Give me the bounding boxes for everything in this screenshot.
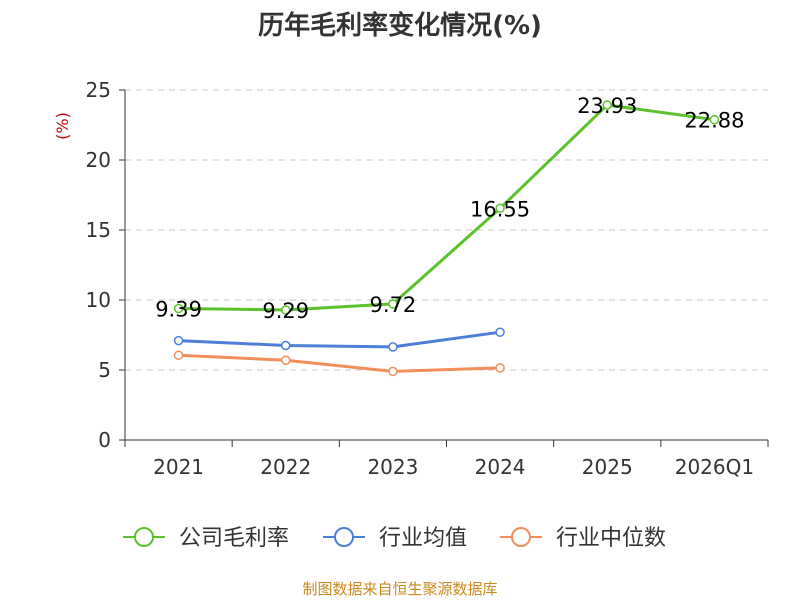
x-tick-label: 2026Q1 <box>675 455 754 479</box>
y-tick-label: 20 <box>86 148 111 172</box>
data-point <box>388 299 398 309</box>
legend-label: 公司毛利率 <box>179 526 289 551</box>
legend: 公司毛利率 行业均值 行业中位数 <box>123 526 666 551</box>
y-tick-label: 15 <box>86 218 111 242</box>
data-label: 9.39 <box>155 298 202 322</box>
x-tick-label: 2025 <box>582 455 633 479</box>
y-tick-label: 0 <box>98 428 111 452</box>
legend-label: 行业中位数 <box>556 526 666 551</box>
data-label: 16.55 <box>470 197 530 221</box>
data-point <box>281 305 291 315</box>
grid-lines <box>125 89 768 371</box>
data-label: 9.29 <box>262 299 309 323</box>
data-point <box>281 355 291 365</box>
x-tick-label: 2022 <box>260 455 311 479</box>
x-tick-label: 2021 <box>153 455 204 479</box>
series-line <box>178 330 501 349</box>
data-label: 22.88 <box>684 109 744 133</box>
data-point <box>602 100 612 110</box>
data-point <box>495 203 505 214</box>
source-note: 制图数据来自恒生聚源数据库 <box>302 580 497 598</box>
legend-marker <box>511 527 531 547</box>
series-line <box>178 353 501 373</box>
data-point <box>173 303 184 314</box>
series-line <box>178 103 715 312</box>
series-lines <box>173 100 720 377</box>
data-point <box>281 340 291 351</box>
data-label: 23.93 <box>577 94 637 118</box>
legend-item: 行业中位数 <box>500 526 666 551</box>
data-point <box>495 363 505 373</box>
legend-marker <box>134 527 154 547</box>
data-point <box>173 350 184 361</box>
x-tick-label: 2024 <box>475 455 526 479</box>
data-labels: 9.39 9.29 9.72 16.55 23.93 22.88 <box>155 94 744 323</box>
y-axis-unit-label: (%) <box>53 112 72 140</box>
data-point <box>495 327 505 337</box>
data-point <box>388 366 398 377</box>
data-point <box>388 342 398 352</box>
x-tick-label: 2023 <box>367 455 418 479</box>
y-tick-label: 5 <box>98 358 111 382</box>
legend-item: 行业均值 <box>323 526 467 551</box>
y-tick-label: 10 <box>86 288 111 312</box>
legend-marker <box>334 527 354 547</box>
data-point <box>173 335 184 346</box>
chart-title: 历年毛利率变化情况(%) <box>258 10 542 41</box>
y-tick-label: 25 <box>86 78 111 102</box>
legend-item: 公司毛利率 <box>123 526 289 551</box>
legend-label: 行业均值 <box>379 526 467 551</box>
data-label: 9.72 <box>370 293 417 317</box>
data-point <box>709 114 720 125</box>
